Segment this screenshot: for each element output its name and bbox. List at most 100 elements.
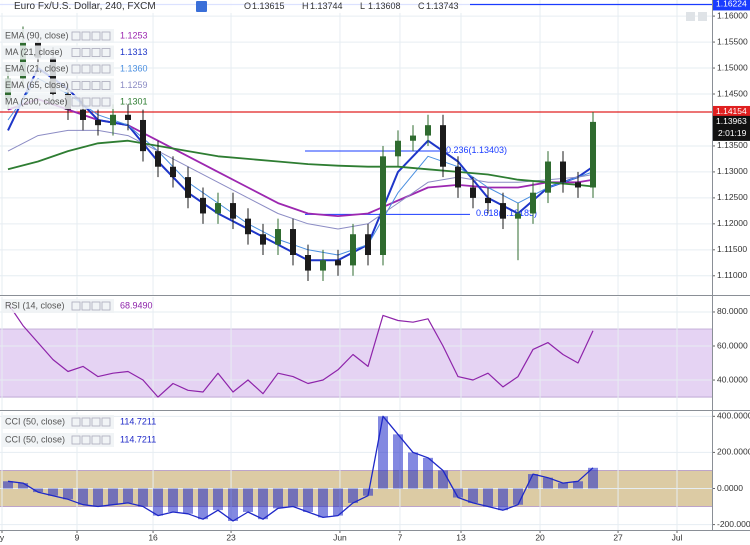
bar (2, 481, 13, 489)
price-label: 1.14154 (716, 106, 747, 116)
candle-body (530, 192, 537, 214)
bar (438, 470, 449, 489)
bar (182, 488, 193, 514)
candle-body (575, 182, 582, 188)
legend-button[interactable] (71, 301, 81, 311)
candle-body (184, 177, 191, 198)
legend-button[interactable] (91, 435, 101, 445)
candle-body (304, 255, 311, 271)
candle-body (334, 260, 341, 266)
legend-button[interactable] (81, 48, 91, 57)
bar (77, 488, 88, 505)
price-label-box (712, 105, 750, 118)
candle-body (19, 42, 26, 79)
candle-body (214, 203, 221, 214)
bar (92, 488, 103, 507)
legend-button[interactable] (101, 31, 111, 41)
y-tick-label: -200.0000 (717, 519, 750, 529)
settings-button[interactable] (196, 1, 207, 12)
legend-value: 1.1253 (120, 30, 148, 40)
bar (272, 488, 283, 509)
legend-label: MA (21, close) (5, 47, 63, 57)
legend-button[interactable] (71, 64, 81, 74)
x-tick-label: y (0, 532, 5, 542)
x-tick-label: 20 (535, 532, 545, 542)
bar (197, 488, 208, 520)
legend-button[interactable] (101, 64, 111, 74)
legend-value: 114.7211 (120, 434, 156, 444)
bar (348, 488, 358, 503)
bar (468, 488, 479, 503)
bar (498, 488, 509, 511)
legend-button[interactable] (71, 31, 81, 41)
bar (573, 481, 584, 489)
countdown: 2:01:19 (718, 128, 747, 138)
legend-button[interactable] (81, 31, 91, 41)
ohlc-value: 1.13743 (426, 1, 459, 11)
legend-value: 68.9490 (120, 300, 153, 310)
candle-body (395, 140, 402, 157)
y-tick-label: 400.0000 (717, 411, 750, 421)
last-price: 1.13963 (716, 116, 747, 126)
candle-body (94, 119, 101, 126)
price-label: 1.16224 (716, 0, 747, 9)
candle-body (425, 125, 432, 136)
legend-button[interactable] (91, 64, 101, 74)
y-tick-label: 0.0000 (717, 483, 743, 493)
legend-button[interactable] (91, 301, 101, 311)
legend-button[interactable] (101, 417, 111, 427)
candle-body (560, 161, 567, 183)
candle-body (319, 260, 326, 271)
candle-body (154, 151, 161, 167)
y-tick-label: 1.11500 (717, 244, 747, 254)
candle-body (485, 197, 492, 204)
y-tick-label: 60.0000 (717, 340, 748, 350)
band (0, 328, 712, 398)
legend-label: CCI (50, close) (5, 416, 65, 426)
legend-button[interactable] (101, 301, 111, 311)
bar (558, 483, 569, 489)
legend-button[interactable] (81, 81, 91, 90)
legend-button[interactable] (91, 97, 101, 107)
legend-button[interactable] (71, 97, 81, 107)
pane-button[interactable] (686, 12, 695, 21)
legend-button[interactable] (101, 48, 111, 57)
fib-label: 0.236(1.13403) (446, 145, 507, 155)
legend-button[interactable] (81, 64, 91, 74)
candle-body (365, 234, 372, 256)
legend-box (2, 62, 114, 76)
header-box (0, 0, 470, 13)
bar (122, 488, 133, 503)
legend-label: EMA (21, close) (5, 63, 69, 73)
legend-label: EMA (90, close) (5, 30, 69, 40)
symbol-title: Euro Fx/U.S. Dollar, 240, FXCM (14, 1, 156, 12)
legend-button[interactable] (71, 435, 81, 445)
x-tick-label: Jul (672, 532, 683, 542)
candle-body (139, 119, 146, 152)
legend-button[interactable] (101, 81, 111, 90)
legend-button[interactable] (71, 81, 81, 90)
legend-button[interactable] (71, 48, 81, 57)
legend-button[interactable] (101, 435, 111, 445)
legend-button[interactable] (81, 417, 91, 427)
indicator-line (7, 303, 594, 398)
pane-button[interactable] (698, 12, 707, 21)
legend-button[interactable] (81, 435, 91, 445)
legend-button[interactable] (91, 81, 101, 90)
bar (242, 488, 253, 512)
legend-button[interactable] (101, 97, 111, 107)
candle-body (274, 229, 281, 245)
legend-button[interactable] (81, 97, 91, 107)
legend-button[interactable] (81, 301, 91, 311)
legend-button[interactable] (71, 417, 81, 427)
candle-body (410, 135, 417, 141)
legend-button[interactable] (91, 417, 101, 427)
ohlc-label: L (360, 1, 365, 11)
legend-value: 114.7211 (120, 416, 156, 426)
legend-button[interactable] (91, 48, 101, 57)
legend-button[interactable] (91, 31, 101, 41)
bar (47, 488, 58, 496)
candle-body (244, 218, 251, 235)
x-tick-label: Jun (333, 532, 347, 542)
